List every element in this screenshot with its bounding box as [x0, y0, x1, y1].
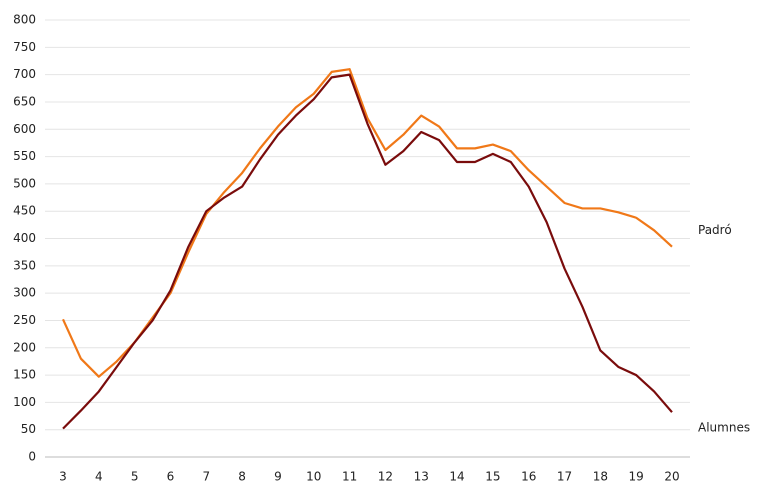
series-line — [62, 73, 673, 430]
y-tick-label: 450 — [13, 204, 36, 218]
x-tick-label: 15 — [485, 470, 500, 484]
x-tick-label: 8 — [238, 470, 246, 484]
x-tick-label: 19 — [629, 470, 644, 484]
x-tick-label: 9 — [274, 470, 282, 484]
series-label: Alumnes — [698, 421, 750, 435]
x-tick-label: 3 — [59, 470, 67, 484]
y-tick-label: 800 — [13, 13, 36, 27]
x-tick-label: 5 — [131, 470, 139, 484]
x-tick-label: 7 — [202, 470, 210, 484]
y-tick-label: 600 — [13, 122, 36, 136]
x-tick-label: 17 — [557, 470, 572, 484]
x-tick-label: 11 — [342, 470, 357, 484]
y-tick-label: 100 — [13, 395, 36, 409]
x-tick-label: 6 — [167, 470, 175, 484]
y-tick-label: 400 — [13, 231, 36, 245]
y-tick-label: 750 — [13, 40, 36, 54]
y-tick-label: 150 — [13, 368, 36, 382]
y-tick-label: 350 — [13, 258, 36, 272]
y-tick-label: 250 — [13, 313, 36, 327]
y-tick-label: 200 — [13, 340, 36, 354]
x-tick-label: 18 — [593, 470, 608, 484]
x-tick-label: 20 — [664, 470, 679, 484]
y-tick-label: 500 — [13, 176, 36, 190]
series-line — [61, 68, 673, 378]
x-tick-label: 16 — [521, 470, 536, 484]
x-tick-label: 14 — [449, 470, 464, 484]
y-tick-label: 650 — [13, 94, 36, 108]
y-tick-label: 300 — [13, 286, 36, 300]
series-label: Padró — [698, 223, 732, 237]
y-tick-label: 700 — [13, 67, 36, 81]
x-tick-label: 10 — [306, 470, 321, 484]
x-tick-label: 12 — [378, 470, 393, 484]
y-tick-label: 0 — [28, 450, 36, 464]
x-tick-label: 4 — [95, 470, 103, 484]
y-tick-label: 550 — [13, 149, 36, 163]
y-tick-label: 50 — [21, 422, 36, 436]
x-tick-label: 13 — [414, 470, 429, 484]
